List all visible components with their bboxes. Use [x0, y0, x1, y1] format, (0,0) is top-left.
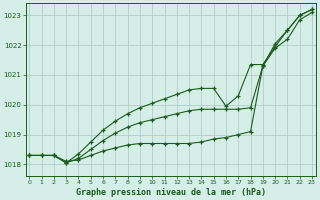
X-axis label: Graphe pression niveau de la mer (hPa): Graphe pression niveau de la mer (hPa) — [76, 188, 266, 197]
